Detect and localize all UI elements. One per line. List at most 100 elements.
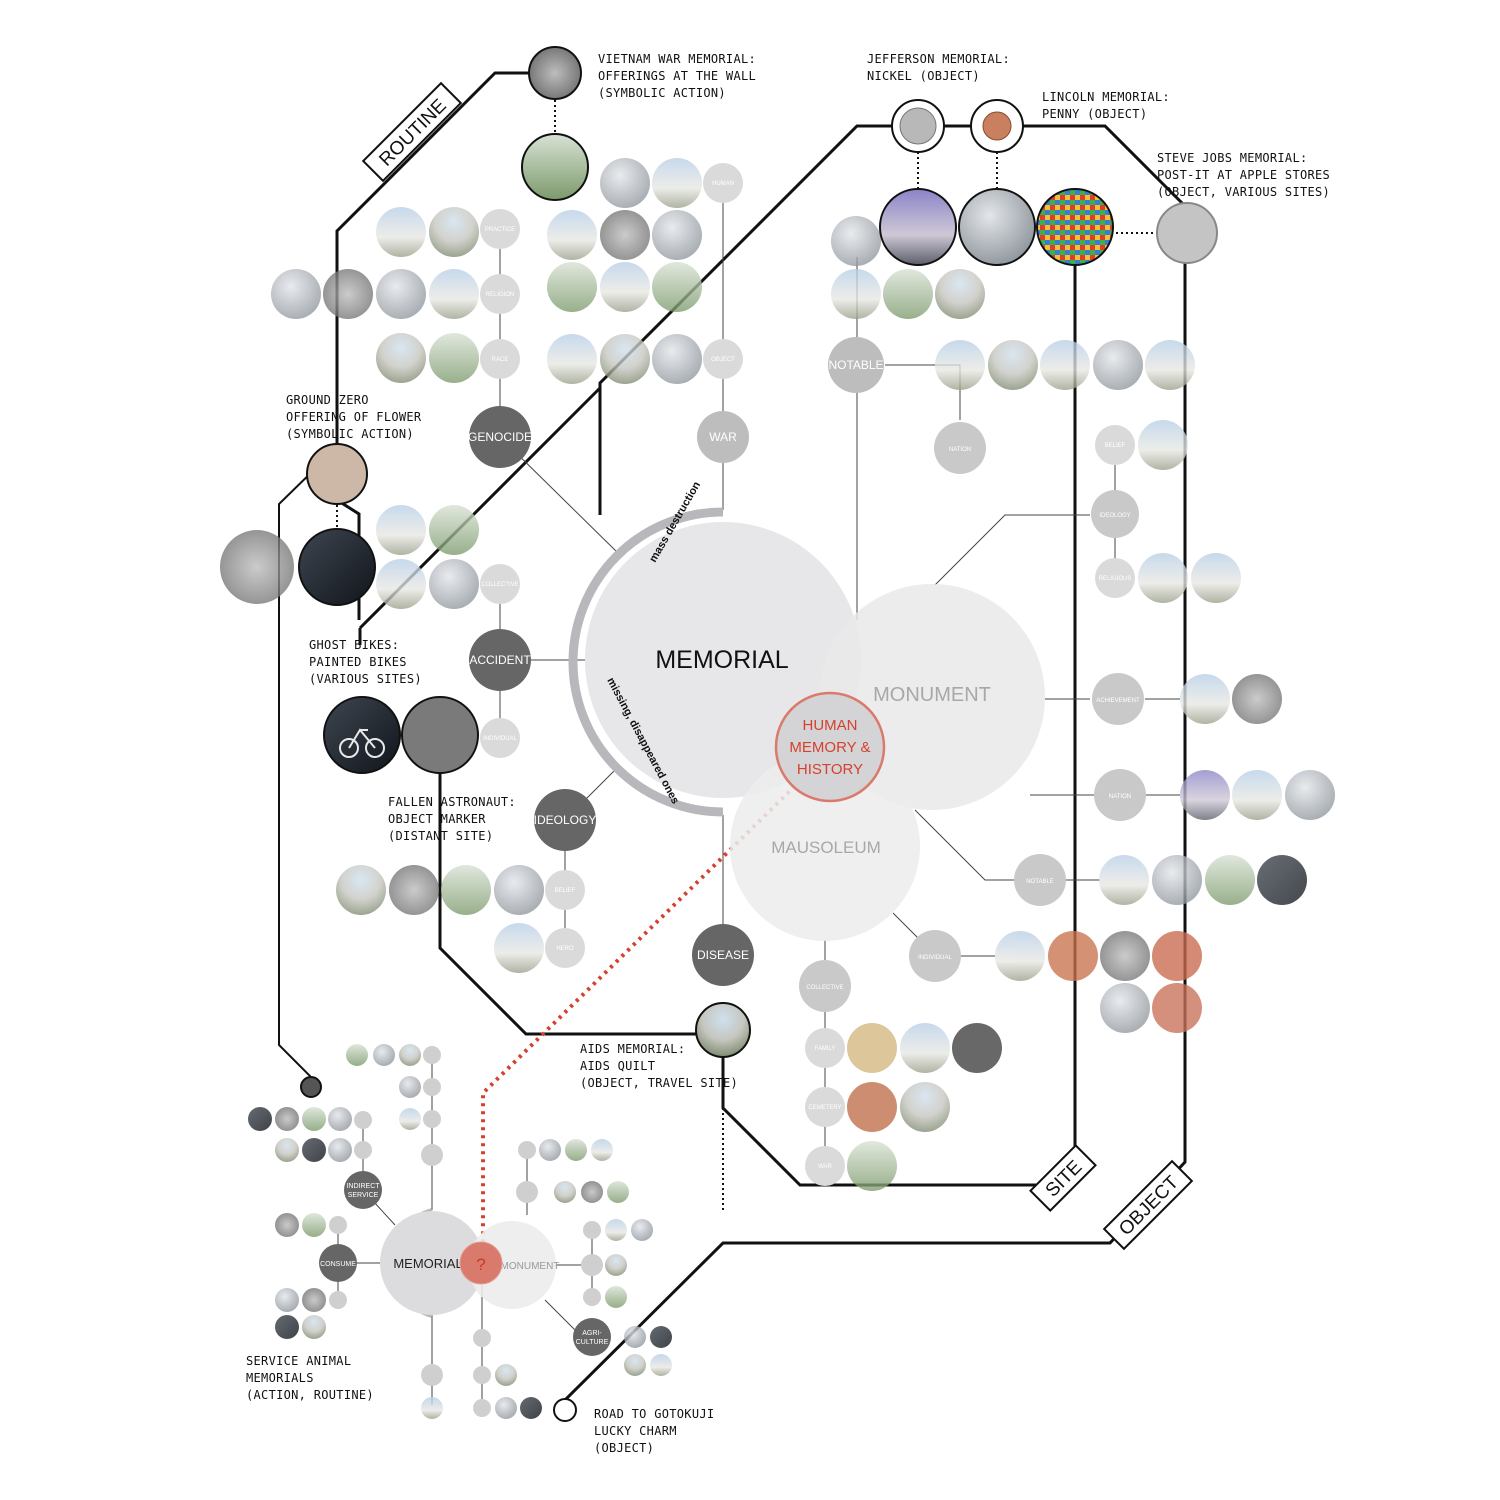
photo-thumbnail[interactable] <box>275 1107 299 1131</box>
mini-node[interactable] <box>423 1046 441 1064</box>
consume-node[interactable] <box>319 1244 357 1282</box>
photo-thumbnail[interactable] <box>271 269 321 319</box>
photo-thumbnail[interactable] <box>1040 340 1090 390</box>
photo-thumbnail[interactable] <box>900 1023 950 1073</box>
photo-thumbnail[interactable] <box>429 505 479 555</box>
photo-thumbnail[interactable] <box>547 334 597 384</box>
photo-thumbnail[interactable] <box>1152 855 1202 905</box>
belief-right-node[interactable] <box>1095 425 1135 465</box>
photo-thumbnail[interactable] <box>581 1181 603 1203</box>
collective-bottom-node[interactable] <box>799 960 851 1012</box>
photo-thumbnail[interactable] <box>429 269 479 319</box>
photo-thumbnail[interactable] <box>883 269 933 319</box>
race-node[interactable] <box>480 339 520 379</box>
object-node[interactable] <box>703 339 743 379</box>
photo-thumbnail[interactable] <box>650 1354 672 1376</box>
photo-thumbnail[interactable] <box>547 210 597 260</box>
fallen-astronaut-photo[interactable] <box>401 696 479 774</box>
mini-node[interactable] <box>473 1329 491 1347</box>
war-bottom-node[interactable] <box>805 1146 845 1186</box>
photo-thumbnail[interactable] <box>1232 770 1282 820</box>
photo-thumbnail[interactable] <box>399 1108 421 1130</box>
photo-thumbnail[interactable] <box>1257 855 1307 905</box>
mini-node[interactable] <box>423 1110 441 1128</box>
belief-node[interactable] <box>545 870 585 910</box>
ideology-right-node[interactable] <box>1091 490 1139 538</box>
vietnam-offerings-photo[interactable] <box>528 46 582 100</box>
photo-thumbnail[interactable] <box>607 1181 629 1203</box>
photo-thumbnail[interactable] <box>275 1315 299 1339</box>
photo-thumbnail[interactable] <box>302 1138 326 1162</box>
mini-node[interactable] <box>421 1364 443 1386</box>
achievement-node[interactable] <box>1092 673 1144 725</box>
war-node[interactable] <box>697 411 749 463</box>
mini-node[interactable] <box>329 1216 347 1234</box>
photo-thumbnail[interactable] <box>900 1082 950 1132</box>
photo-thumbnail[interactable] <box>376 269 426 319</box>
photo-thumbnail[interactable] <box>847 1023 897 1073</box>
mini-node[interactable] <box>583 1288 601 1306</box>
photo-thumbnail[interactable] <box>302 1213 326 1237</box>
photo-thumbnail[interactable] <box>831 216 881 266</box>
photo-thumbnail[interactable] <box>1138 553 1188 603</box>
photo-thumbnail[interactable] <box>494 923 544 973</box>
photo-thumbnail[interactable] <box>1232 674 1282 724</box>
photo-thumbnail[interactable] <box>323 269 373 319</box>
mini-node[interactable] <box>423 1078 441 1096</box>
photo-thumbnail[interactable] <box>650 1326 672 1348</box>
individual-node[interactable] <box>480 718 520 758</box>
photo-thumbnail[interactable] <box>399 1076 421 1098</box>
photo-thumbnail[interactable] <box>652 158 702 208</box>
photo-thumbnail[interactable] <box>399 1044 421 1066</box>
photo-thumbnail[interactable] <box>302 1107 326 1131</box>
photo-thumbnail[interactable] <box>275 1288 299 1312</box>
mini-node[interactable] <box>516 1181 538 1203</box>
photo-thumbnail[interactable] <box>1048 931 1098 981</box>
photo-thumbnail[interactable] <box>600 158 650 208</box>
ground-zero-flower-photo[interactable] <box>306 443 368 505</box>
photo-thumbnail[interactable] <box>429 333 479 383</box>
photo-thumbnail[interactable] <box>495 1397 517 1419</box>
photo-thumbnail[interactable] <box>831 269 881 319</box>
photo-thumbnail[interactable] <box>220 530 294 604</box>
photo-thumbnail[interactable] <box>605 1286 627 1308</box>
disease-node[interactable] <box>692 924 754 986</box>
lucky-charm-photo[interactable] <box>553 1398 577 1422</box>
photo-thumbnail[interactable] <box>302 1315 326 1339</box>
photo-thumbnail[interactable] <box>389 865 439 915</box>
human-memory-node[interactable] <box>774 691 886 803</box>
photo-thumbnail[interactable] <box>554 1181 576 1203</box>
indirect-service-node[interactable] <box>344 1171 382 1209</box>
individual-right-node[interactable] <box>909 930 961 982</box>
photo-thumbnail[interactable] <box>421 1397 443 1419</box>
photo-thumbnail[interactable] <box>847 1141 897 1191</box>
ghost-bike-photo[interactable] <box>323 696 401 774</box>
photo-thumbnail[interactable] <box>624 1326 646 1348</box>
photo-thumbnail[interactable] <box>429 207 479 257</box>
photo-thumbnail[interactable] <box>539 1139 561 1161</box>
photo-thumbnail[interactable] <box>652 262 702 312</box>
religion-node[interactable] <box>480 274 520 314</box>
photo-thumbnail[interactable] <box>429 559 479 609</box>
photo-thumbnail[interactable] <box>373 1044 395 1066</box>
apple-store-photo[interactable] <box>1156 202 1218 264</box>
photo-thumbnail[interactable] <box>600 334 650 384</box>
photo-thumbnail[interactable] <box>935 269 985 319</box>
photo-thumbnail[interactable] <box>995 931 1045 981</box>
photo-thumbnail[interactable] <box>1145 340 1195 390</box>
photo-thumbnail[interactable] <box>952 1023 1002 1073</box>
ideology-node[interactable] <box>534 789 596 851</box>
mini-node[interactable] <box>329 1291 347 1309</box>
practice-node[interactable] <box>480 209 520 249</box>
photo-thumbnail[interactable] <box>605 1254 627 1276</box>
hero-node[interactable] <box>545 928 585 968</box>
photo-thumbnail[interactable] <box>1152 931 1202 981</box>
mini-node[interactable] <box>354 1111 372 1129</box>
nation-top-node[interactable] <box>934 422 986 474</box>
mini-node[interactable] <box>473 1399 491 1417</box>
photo-thumbnail[interactable] <box>847 1082 897 1132</box>
photo-thumbnail[interactable] <box>494 865 544 915</box>
photo-thumbnail[interactable] <box>547 262 597 312</box>
photo-thumbnail[interactable] <box>624 1354 646 1376</box>
cemetery-node[interactable] <box>805 1087 845 1127</box>
